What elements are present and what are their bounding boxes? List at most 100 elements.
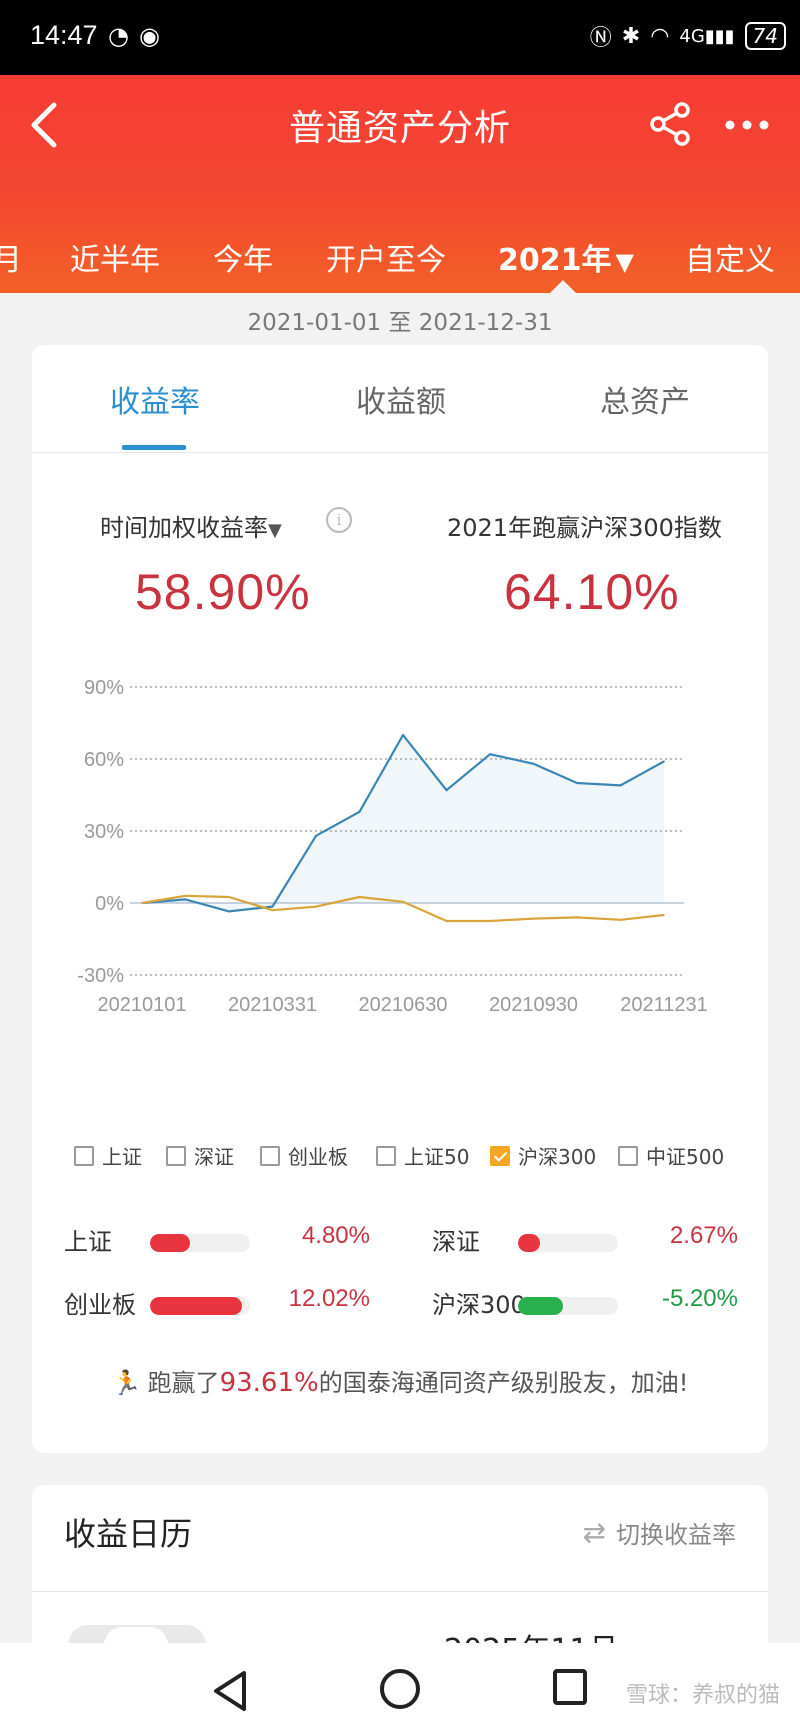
battery-icon: 74 — [744, 22, 786, 50]
progress-track — [518, 1234, 618, 1252]
compare-shenzhen: 深证 2.67% — [432, 1222, 738, 1256]
csi300-point — [315, 905, 317, 908]
signal-icon: 4G▮▮▮ — [679, 25, 735, 47]
x-tick-label: 20210101 — [98, 994, 187, 1016]
portfolio-point — [663, 760, 665, 763]
x-tick-label: 20210630 — [359, 994, 448, 1016]
y-tick-label: 90% — [84, 677, 124, 699]
compare-csi300: 沪深300 -5.20% — [432, 1285, 738, 1319]
period-tab-this-year[interactable]: 今年 — [213, 243, 273, 278]
portfolio-point — [445, 789, 448, 791]
nav-recents-icon[interactable] — [553, 1669, 587, 1705]
csi300-point — [141, 902, 143, 904]
nav-back-icon[interactable] — [210, 1669, 250, 1713]
legend-item-csi500[interactable]: 中证500 — [618, 1141, 724, 1170]
x-tick-label: 20210331 — [228, 994, 317, 1016]
y-tick-label: 0% — [95, 893, 124, 915]
portfolio-point — [315, 835, 317, 837]
active-tab-underline — [122, 445, 186, 450]
watermark: 雪球：养叔的猫 — [625, 1683, 780, 1708]
divider — [32, 1591, 768, 1592]
return-line-chart: 90% 60% 30% 0% -30% 20210101 20210331 20210630 2… — [77, 677, 708, 1016]
chevron-down-icon: ▼ — [615, 248, 634, 276]
checkbox[interactable] — [376, 1145, 396, 1166]
nfc-icon: Ⓝ — [589, 26, 612, 51]
active-period-indicator — [550, 280, 576, 293]
legend-item-shenzhen[interactable]: 深证 — [166, 1141, 234, 1170]
legend-item-shanghai[interactable]: 上证 — [74, 1141, 142, 1170]
period-tab-month[interactable]: 月 — [0, 243, 22, 278]
portfolio-point — [489, 753, 491, 755]
compare-chinext: 创业板 12.02% — [64, 1285, 370, 1319]
page-title: 普通资产分析 — [288, 108, 511, 149]
speedometer-icon: ◔ — [108, 22, 129, 50]
compare-shanghai: 上证 4.80% — [64, 1222, 370, 1256]
twr-value: 58.90% — [135, 564, 311, 620]
portfolio-point — [532, 763, 535, 765]
runner-icon: 🏃 — [111, 1369, 142, 1397]
more-options-icon[interactable] — [722, 105, 772, 145]
wifi-icon: ◠ — [650, 23, 670, 49]
bluetooth-icon: ✱ — [621, 23, 641, 49]
back-arrow-icon[interactable] — [24, 97, 64, 153]
period-tab-since-open[interactable]: 开户至今 — [326, 243, 446, 278]
checkbox[interactable] — [260, 1145, 280, 1166]
csi300-point — [358, 896, 361, 898]
csi300-point — [663, 914, 665, 916]
portfolio-point — [619, 784, 622, 787]
tab-return-rate[interactable]: 收益率 — [110, 385, 200, 420]
legend-item-chinext[interactable]: 创业板 — [260, 1141, 348, 1170]
csi300-point — [445, 920, 448, 922]
legend-item-sse50[interactable]: 上证50 — [376, 1141, 469, 1170]
date-range: 2021-01-01 至 2021-12-31 — [247, 310, 553, 336]
compare-value: 12.02% — [288, 1285, 370, 1312]
dropdown-triangle-icon: ▼ — [268, 520, 282, 541]
checkbox[interactable] — [618, 1145, 638, 1166]
calendar-card: 收益日历 ⇄ 切换收益率 2025年11月 — [32, 1485, 768, 1668]
csi300-point — [228, 896, 230, 898]
beat-index-value: 64.10% — [504, 564, 680, 620]
tab-total-assets[interactable]: 总资产 — [600, 385, 690, 420]
y-tick-label: 30% — [84, 821, 124, 843]
y-tick-label: -30% — [77, 965, 124, 987]
csi300-point — [271, 909, 274, 911]
csi300-point — [489, 920, 491, 922]
progress-fill — [150, 1234, 190, 1252]
progress-fill — [518, 1234, 540, 1252]
switch-return-rate-button[interactable]: ⇄ 切换收益率 — [582, 1516, 736, 1549]
tab-return-amount[interactable]: 收益额 — [356, 385, 446, 420]
compare-value: -5.20% — [661, 1285, 738, 1312]
checkbox-checked[interactable] — [490, 1145, 510, 1166]
beat-peers-message: 🏃 跑赢了93.61%的国泰海通同资产级别股友，加油! — [111, 1368, 689, 1398]
csi300-point — [402, 901, 404, 903]
period-tab-half-year[interactable]: 近半年 — [70, 243, 160, 278]
progress-track — [150, 1234, 250, 1252]
portfolio-point — [271, 905, 274, 908]
nav-home-icon[interactable] — [380, 1669, 420, 1709]
portfolio-point — [184, 898, 187, 901]
portfolio-point — [358, 811, 361, 813]
period-tab-2021[interactable]: 2021年 ▼ — [498, 243, 634, 278]
info-icon[interactable]: i — [326, 507, 352, 533]
x-tick-label: 20211231 — [620, 994, 708, 1016]
share-icon[interactable] — [648, 101, 694, 147]
progress-track — [518, 1297, 618, 1315]
period-tabs: 月 近半年 今年 开户至今 2021年 ▼ 自定义 — [0, 235, 800, 285]
legend-item-csi300[interactable]: 沪深300 — [490, 1141, 596, 1170]
checkbox[interactable] — [166, 1145, 186, 1166]
system-nav-bar: 雪球：养叔的猫 — [0, 1643, 800, 1733]
checkbox[interactable] — [74, 1145, 94, 1166]
twr-selector[interactable]: 时间加权收益率▼ — [100, 514, 282, 542]
compare-value: 4.80% — [301, 1222, 370, 1249]
eye-icon: ◉ — [138, 22, 160, 50]
period-tab-custom[interactable]: 自定义 — [685, 243, 775, 278]
portfolio-point — [228, 910, 230, 913]
swap-icon: ⇄ — [582, 1516, 606, 1549]
progress-fill — [150, 1297, 242, 1315]
metric-tabs: 收益率 收益额 总资产 — [32, 345, 768, 453]
y-tick-label: 60% — [84, 749, 124, 771]
x-tick-label: 20210930 — [489, 994, 578, 1016]
csi300-point — [576, 916, 578, 919]
progress-fill — [518, 1297, 563, 1315]
analysis-card: 收益率 收益额 总资产 时间加权收益率▼ i 2021年跑赢沪深300指数 58… — [32, 345, 768, 1453]
